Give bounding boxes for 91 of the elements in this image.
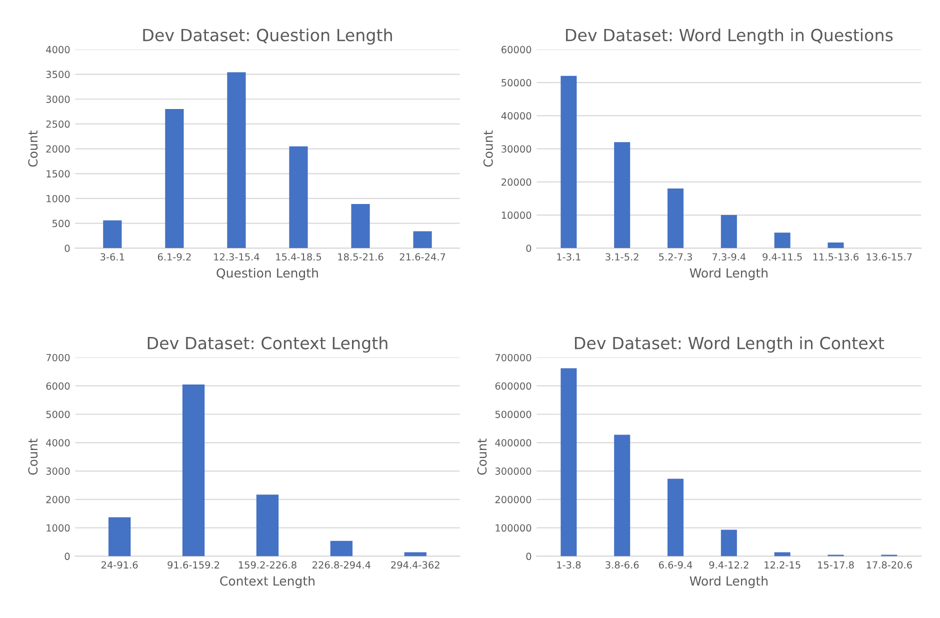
y-tick-label: 500000 — [495, 410, 532, 418]
bar — [103, 220, 122, 248]
bar — [413, 231, 432, 248]
bar — [227, 72, 246, 248]
y-tick-label: 400000 — [495, 439, 532, 446]
y-tick-label: 600000 — [495, 382, 532, 390]
bar — [404, 552, 426, 556]
x-tick-label: 6.6-9.4 — [658, 561, 692, 569]
y-tick-label: 500 — [52, 220, 70, 228]
y-tick-label: 3000 — [46, 468, 70, 475]
x-tick-label: 11.5-13.6 — [813, 253, 859, 261]
x-axis-title: Word Length — [690, 576, 768, 588]
y-tick-label: 1500 — [46, 170, 70, 178]
x-tick-label: 294.4-362 — [391, 561, 440, 569]
y-tick-label: 30000 — [502, 145, 532, 153]
bar — [720, 530, 737, 556]
x-tick-label: 5.2-7.3 — [659, 253, 692, 261]
bar — [774, 232, 790, 248]
chart-title: Dev Dataset: Word Length in Context — [574, 336, 884, 353]
x-tick-label: 18.5-21.6 — [338, 253, 384, 261]
y-tick-label: 0 — [64, 552, 70, 560]
y-tick-label: 700000 — [495, 354, 532, 362]
bar — [560, 76, 577, 248]
bar — [668, 478, 684, 556]
bar — [774, 552, 790, 556]
x-axis-title: Question Length — [216, 268, 318, 280]
x-tick-label: 24-91.6 — [102, 561, 138, 569]
y-tick-label: 20000 — [502, 178, 532, 186]
y-tick-label: 60000 — [502, 46, 532, 54]
x-tick-label: 3.1-5.2 — [606, 253, 638, 261]
x-tick-label: 9.4-12.2 — [709, 561, 748, 569]
y-tick-label: 2000 — [46, 145, 70, 153]
y-tick-label: 5000 — [46, 410, 70, 418]
x-tick-label: 91.6-159.2 — [168, 561, 220, 569]
x-tick-label: 1-3.8 — [557, 561, 581, 569]
x-tick-label: 6.1-9.2 — [158, 253, 191, 261]
y-tick-label: 6000 — [46, 382, 70, 390]
bar — [182, 384, 205, 556]
y-tick-label: 4000 — [46, 439, 70, 446]
y-tick-label: 0 — [526, 552, 532, 560]
x-tick-label: 13.6-15.7 — [866, 253, 912, 261]
bar — [165, 109, 184, 248]
y-tick-label: 4000 — [46, 46, 70, 54]
bar — [289, 146, 308, 248]
x-tick-label: 1-3.1 — [557, 253, 580, 261]
y-axis-title: Count — [477, 438, 487, 475]
x-tick-label: 15.4-18.5 — [276, 253, 322, 261]
x-tick-label: 21.6-24.7 — [400, 253, 446, 261]
chart-title: Dev Dataset: Word Length in Questions — [566, 28, 893, 45]
y-axis-title: Count — [483, 130, 493, 167]
y-tick-label: 2000 — [46, 496, 70, 504]
x-tick-label: 12.3-15.4 — [214, 253, 260, 261]
x-tick-label: 7.3-9.4 — [712, 253, 746, 261]
y-tick-label: 100000 — [496, 524, 532, 532]
chart-title: Dev Dataset: Question Length — [143, 28, 392, 45]
x-tick-label: 226.8-294.4 — [312, 561, 370, 569]
x-tick-label: 3.8-6.6 — [606, 561, 639, 569]
bar — [256, 494, 279, 556]
bar — [108, 517, 131, 556]
y-tick-label: 7000 — [46, 354, 70, 362]
y-tick-label: 0 — [64, 244, 70, 252]
y-tick-label: 300000 — [495, 468, 532, 475]
bar — [720, 215, 737, 248]
x-tick-label: 17.8-20.6 — [866, 561, 912, 569]
y-tick-label: 1000 — [46, 194, 70, 202]
y-axis-title: Count — [28, 130, 38, 167]
x-tick-label: 159.2-226.8 — [238, 561, 296, 569]
bar — [614, 142, 630, 248]
y-tick-label: 3000 — [46, 96, 70, 103]
x-tick-label: 3-6.1 — [100, 253, 124, 261]
bar — [330, 540, 353, 556]
y-tick-label: 1000 — [46, 524, 70, 532]
chart-title: Dev Dataset: Context Length — [148, 336, 388, 353]
y-tick-label: 200000 — [495, 496, 532, 504]
bar — [614, 434, 630, 556]
x-axis-title: Word Length — [690, 268, 768, 280]
bar — [828, 242, 844, 248]
bar — [668, 188, 684, 248]
y-tick-label: 10000 — [502, 212, 532, 219]
y-tick-label: 50000 — [502, 79, 532, 86]
bar — [351, 204, 370, 248]
x-tick-label: 15-17.8 — [818, 561, 854, 569]
y-tick-label: 0 — [526, 244, 532, 252]
bar — [560, 368, 577, 556]
y-axis-title: Count — [28, 438, 38, 475]
y-tick-label: 2500 — [46, 120, 70, 128]
x-tick-label: 9.4-11.5 — [762, 253, 802, 261]
x-axis-title: Context Length — [220, 576, 314, 588]
y-tick-label: 3500 — [46, 70, 70, 78]
y-tick-label: 40000 — [501, 112, 532, 120]
x-tick-label: 12.2-15 — [764, 561, 800, 569]
